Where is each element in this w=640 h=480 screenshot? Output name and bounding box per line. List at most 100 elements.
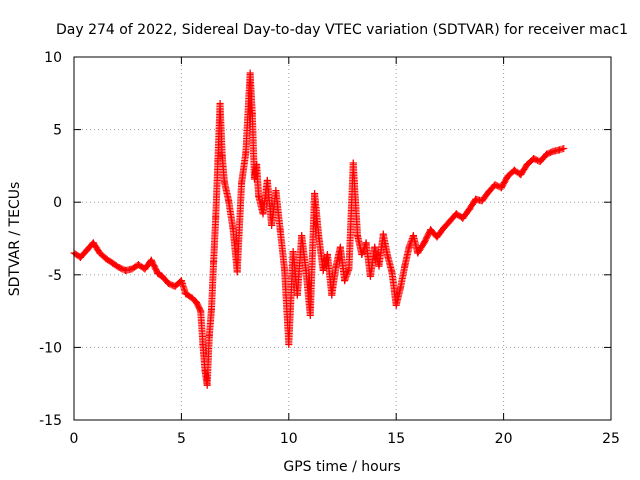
data-point — [115, 264, 123, 272]
data-point — [497, 184, 505, 192]
data-point — [371, 243, 379, 251]
data-point — [384, 252, 392, 260]
y-tick-label: 0 — [53, 195, 62, 211]
data-point — [362, 239, 370, 247]
data-point — [323, 250, 331, 258]
data-point — [76, 253, 84, 261]
data-point — [188, 294, 196, 302]
data-point — [212, 213, 220, 221]
data-point — [253, 160, 261, 168]
data-point — [328, 291, 336, 299]
data-point — [218, 152, 226, 160]
data-point — [433, 233, 441, 241]
x-tick-label: 10 — [280, 431, 298, 447]
y-tick-label: -10 — [39, 340, 62, 356]
data-point — [543, 150, 551, 158]
data-point — [276, 226, 284, 234]
data-point — [504, 172, 512, 180]
data-point — [523, 160, 531, 168]
data-point — [332, 262, 340, 270]
data-point — [379, 230, 387, 238]
data-point — [446, 217, 454, 225]
data-point — [207, 306, 215, 314]
data-point — [319, 266, 327, 274]
chart-title: Day 274 of 2022, Sidereal Day-to-day VTE… — [56, 22, 628, 38]
x-tick-label: 20 — [495, 431, 513, 447]
x-tick-label: 5 — [177, 431, 186, 447]
data-point — [491, 181, 499, 189]
x-axis: 0 5 10 15 20 25 — [70, 57, 620, 447]
data-point — [549, 147, 557, 155]
data-point — [248, 110, 256, 118]
data-point — [392, 301, 400, 309]
data-point — [225, 197, 233, 205]
data-point — [214, 156, 222, 164]
data-point — [510, 166, 518, 174]
data-point — [560, 144, 568, 152]
y-tick-label: 5 — [53, 123, 62, 139]
data-point — [205, 332, 213, 340]
data-point — [210, 258, 218, 266]
data-point — [182, 290, 190, 298]
data-point — [216, 99, 224, 107]
data-point — [250, 175, 258, 183]
data-point — [233, 268, 241, 276]
data-point — [530, 155, 538, 163]
data-point — [89, 239, 97, 247]
data-point — [302, 266, 310, 274]
data-point — [197, 307, 205, 315]
data-point — [147, 256, 155, 264]
x-tick-label: 25 — [602, 431, 620, 447]
data-point — [366, 272, 374, 280]
data-point — [201, 367, 209, 375]
data-point — [414, 249, 422, 257]
data-point — [293, 291, 301, 299]
data-point — [485, 188, 493, 196]
data-point — [405, 243, 413, 251]
data-point — [285, 340, 293, 348]
data-point — [203, 381, 211, 389]
data-point — [311, 189, 319, 197]
data-point — [472, 195, 480, 203]
data-point — [141, 265, 149, 273]
data-point — [555, 146, 563, 154]
data-point — [220, 178, 228, 186]
data-point — [154, 269, 162, 277]
data-point — [281, 265, 289, 273]
data-point — [238, 179, 246, 187]
data-point — [439, 224, 447, 232]
data-point — [134, 261, 142, 269]
data-point — [396, 284, 404, 292]
y-axis-label: SDTVAR / TECUs — [7, 182, 23, 297]
data-point — [336, 243, 344, 251]
x-tick-label: 15 — [387, 431, 405, 447]
data-point — [452, 210, 460, 218]
data-point — [171, 282, 179, 290]
y-axis: -15 -10 -5 0 5 10 — [39, 50, 611, 429]
y-tick-label: -5 — [48, 268, 62, 284]
data-point — [345, 265, 353, 273]
data-point — [358, 250, 366, 258]
data-point — [478, 197, 486, 205]
plot-frame — [73, 56, 612, 421]
data-point — [427, 226, 435, 234]
data-point — [158, 272, 166, 280]
data-point — [246, 69, 254, 77]
y-tick-label: -15 — [39, 413, 62, 429]
y-tick-label: 10 — [44, 50, 62, 66]
data-point — [192, 298, 200, 306]
data-point — [102, 255, 110, 263]
data-point — [268, 221, 276, 229]
data-point — [349, 159, 357, 167]
data-point — [536, 158, 544, 166]
data-point — [259, 210, 267, 218]
data-point — [165, 280, 173, 288]
x-axis-label: GPS time / hours — [283, 459, 400, 475]
data-point — [263, 176, 271, 184]
data-point — [96, 249, 104, 257]
data-point — [272, 187, 280, 195]
data-point — [109, 259, 117, 267]
data-point — [420, 239, 428, 247]
data-point — [388, 268, 396, 276]
data-point — [409, 232, 417, 240]
